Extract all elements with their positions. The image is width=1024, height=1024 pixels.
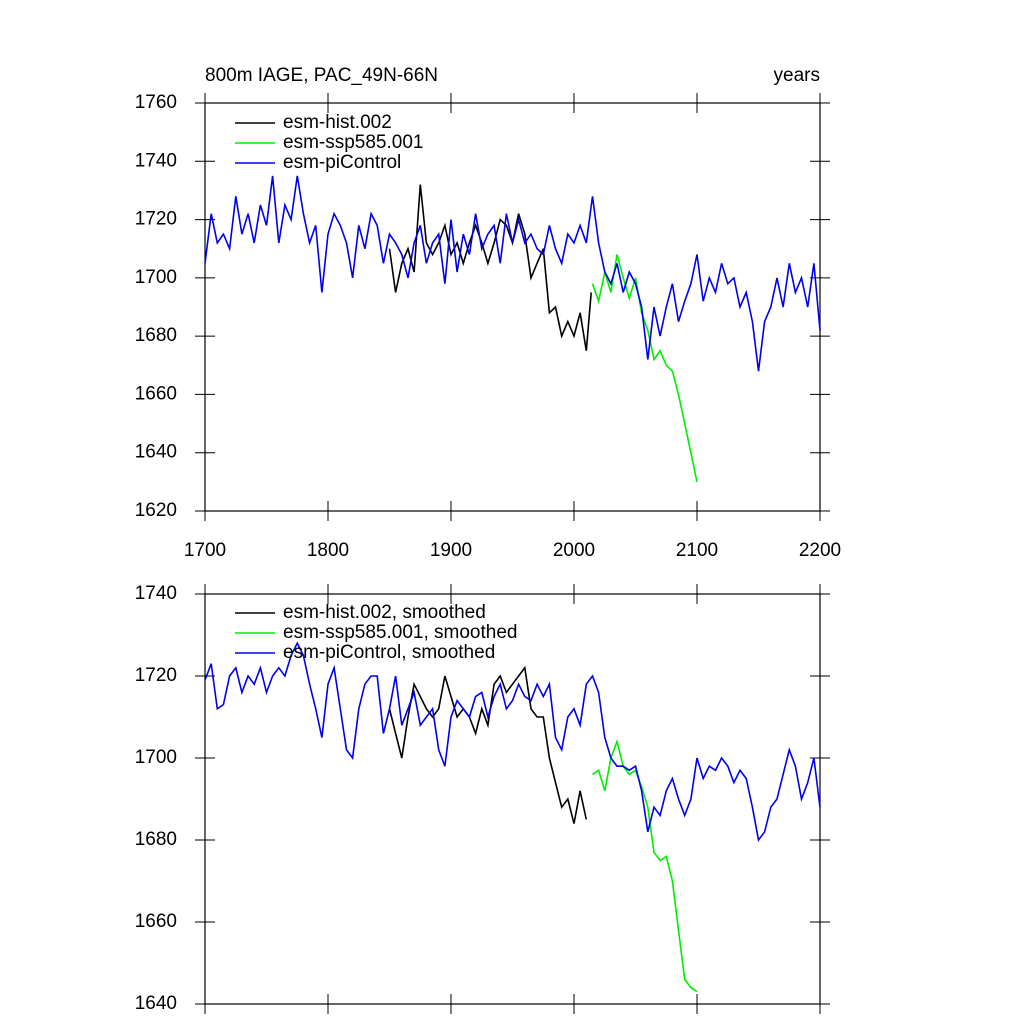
data-line	[204, 175, 821, 372]
y-tick-label: 1620	[135, 500, 177, 521]
units-label: years	[774, 65, 820, 86]
x-tick-label: 1700	[184, 540, 226, 561]
data-line	[388, 665, 588, 824]
chart-title: 800m IAGE, PAC_49N-66N	[205, 65, 438, 86]
y-tick-label: 1700	[135, 747, 177, 768]
y-tick-label: 1640	[135, 442, 177, 463]
legend-label: esm-ssp585.001, smoothed	[283, 622, 517, 643]
y-tick-label: 1660	[135, 911, 177, 932]
y-tick-label: 1720	[135, 665, 177, 686]
plot-frame	[204, 593, 821, 1005]
legend-label: esm-piControl	[283, 152, 401, 173]
y-tick-label: 1720	[135, 209, 177, 230]
y-tick-label: 1660	[135, 383, 177, 404]
legend-label: esm-ssp585.001	[283, 132, 423, 153]
y-tick-label: 1740	[135, 150, 177, 171]
x-tick-label: 1800	[307, 540, 349, 561]
y-tick-label: 1740	[135, 583, 177, 604]
legend-label: esm-hist.002, smoothed	[283, 602, 486, 623]
plot-frame	[204, 102, 821, 512]
y-tick-label: 1700	[135, 267, 177, 288]
x-tick-label: 2200	[799, 540, 841, 561]
y-tick-label: 1760	[135, 92, 177, 113]
y-tick-label: 1680	[135, 829, 177, 850]
x-tick-label: 2000	[553, 540, 595, 561]
legend-label: esm-hist.002	[283, 112, 392, 133]
x-tick-label: 2100	[676, 540, 718, 561]
x-tick-label: 1900	[430, 540, 472, 561]
data-line	[388, 184, 592, 351]
data-line	[592, 738, 698, 993]
data-line	[204, 641, 821, 842]
y-tick-label: 1680	[135, 325, 177, 346]
legend-label: esm-piControl, smoothed	[283, 642, 495, 663]
y-tick-label: 1640	[135, 993, 177, 1014]
data-line	[591, 254, 698, 483]
